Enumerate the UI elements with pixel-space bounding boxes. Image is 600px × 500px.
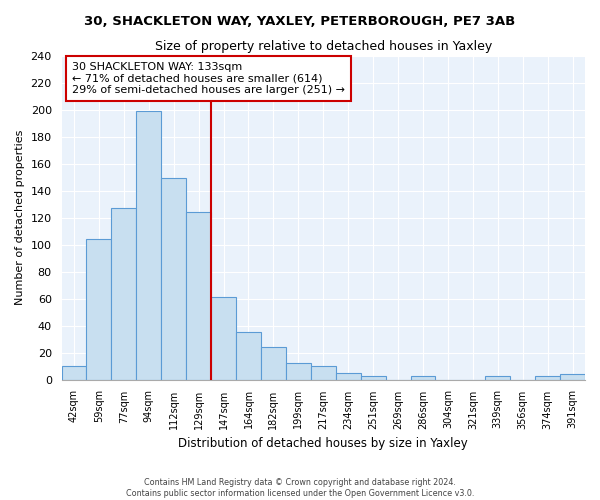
Bar xyxy=(410,376,436,380)
Bar xyxy=(186,212,211,380)
Text: Contains HM Land Registry data © Crown copyright and database right 2024.
Contai: Contains HM Land Registry data © Crown c… xyxy=(126,478,474,498)
Bar xyxy=(261,347,286,380)
Bar xyxy=(236,332,261,380)
Bar xyxy=(161,178,186,380)
Y-axis label: Number of detached properties: Number of detached properties xyxy=(15,130,25,305)
Bar xyxy=(112,208,136,380)
Bar xyxy=(311,366,336,380)
Bar xyxy=(86,239,112,380)
Bar xyxy=(286,364,311,380)
Bar xyxy=(535,376,560,380)
Text: 30 SHACKLETON WAY: 133sqm
← 71% of detached houses are smaller (614)
29% of semi: 30 SHACKLETON WAY: 133sqm ← 71% of detac… xyxy=(72,62,345,95)
Bar xyxy=(136,111,161,380)
Bar xyxy=(361,376,386,380)
Bar xyxy=(560,374,585,380)
Bar xyxy=(62,366,86,380)
Bar xyxy=(336,373,361,380)
Text: 30, SHACKLETON WAY, YAXLEY, PETERBOROUGH, PE7 3AB: 30, SHACKLETON WAY, YAXLEY, PETERBOROUGH… xyxy=(85,15,515,28)
X-axis label: Distribution of detached houses by size in Yaxley: Distribution of detached houses by size … xyxy=(178,437,468,450)
Bar xyxy=(211,297,236,380)
Title: Size of property relative to detached houses in Yaxley: Size of property relative to detached ho… xyxy=(155,40,492,53)
Bar xyxy=(485,376,510,380)
